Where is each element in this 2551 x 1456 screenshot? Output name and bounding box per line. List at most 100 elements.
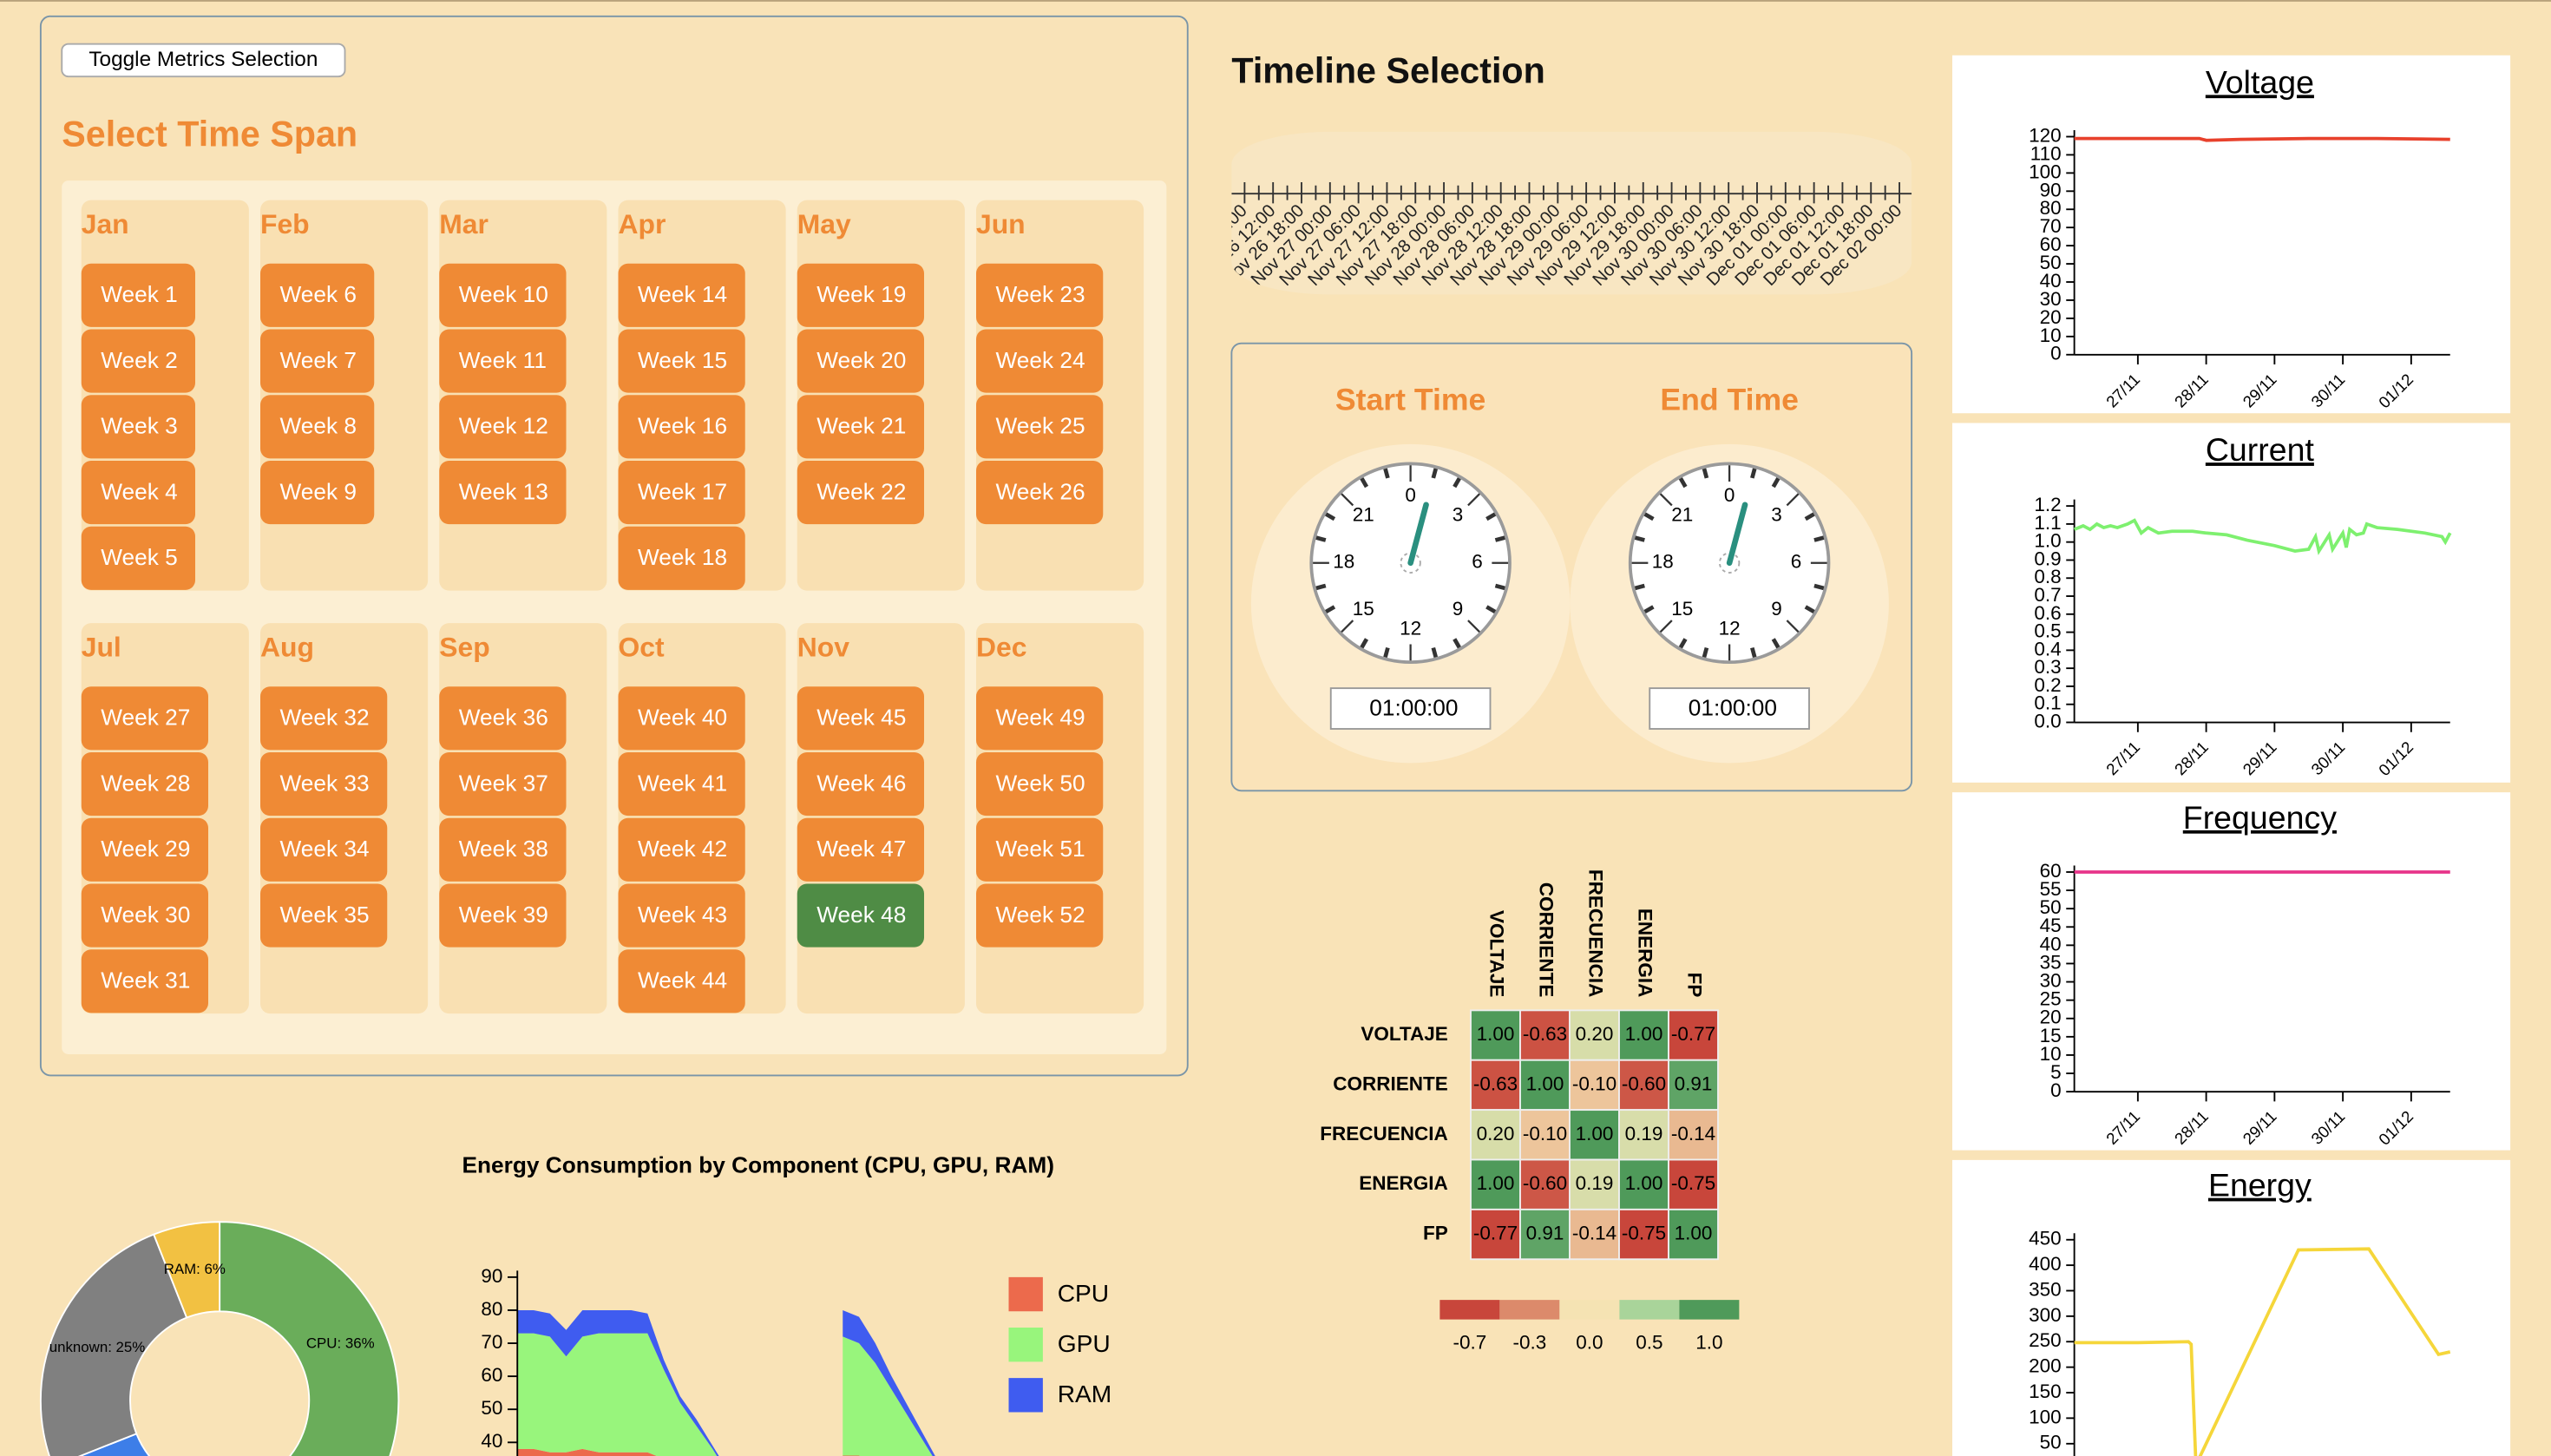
dial-tick	[1315, 535, 1327, 542]
week-button[interactable]: Week 45	[797, 686, 924, 751]
clock-dial[interactable]: 0 3 6 9 12 15 18 21	[1309, 462, 1512, 664]
week-button-bg	[976, 395, 1104, 459]
week-button[interactable]: Week 51	[976, 817, 1104, 882]
week-button[interactable]: Week 20	[797, 329, 924, 393]
week-button-bg	[976, 461, 1104, 525]
time-input[interactable]: 01:00:00	[1649, 687, 1810, 730]
week-button[interactable]: Week 35	[260, 883, 388, 948]
week-button[interactable]: Week 40	[618, 686, 745, 751]
cell-label: -0.14	[1671, 1123, 1715, 1144]
cell-label: -0.75	[1622, 1223, 1666, 1244]
week-button[interactable]: Week 26	[976, 461, 1104, 525]
y-tick-label: 1.2	[2034, 494, 2061, 515]
heatmap-cell	[1668, 1059, 1719, 1112]
colorbar-label: 1.0	[1695, 1332, 1722, 1354]
week-button[interactable]: Week 11	[439, 329, 567, 393]
week-button[interactable]: Week 30	[81, 883, 208, 948]
y-tick-label: 100	[2029, 161, 2062, 182]
y-tick-label: 1.0	[2034, 530, 2061, 552]
week-label: Week 2	[101, 347, 178, 373]
week-button-bg	[976, 686, 1104, 751]
week-button[interactable]: Week 9	[260, 461, 375, 525]
week-button[interactable]: Week 44	[618, 949, 745, 1013]
week-button[interactable]: Week 49	[976, 686, 1104, 751]
y-tick-label: 20	[2040, 306, 2062, 328]
heatmap-cell	[1569, 1208, 1620, 1261]
week-button[interactable]: Week 5	[81, 526, 195, 590]
week-button[interactable]: Week 17	[618, 461, 745, 525]
week-button[interactable]: Week 7	[260, 329, 375, 393]
legend-item[interactable]: GPU	[1008, 1328, 1111, 1362]
dial-tick	[1786, 493, 1800, 507]
week-button[interactable]: Week 39	[439, 883, 567, 948]
y-tick-label: 200	[2029, 1355, 2062, 1377]
y-tick-label: 10	[2040, 1043, 2062, 1065]
week-button[interactable]: Week 50	[976, 752, 1104, 817]
week-button[interactable]: Week 31	[81, 949, 208, 1013]
heatmap-cell	[1668, 1158, 1719, 1210]
week-button[interactable]: Week 8	[260, 395, 375, 459]
week-button[interactable]: Week 16	[618, 395, 745, 459]
week-button[interactable]: Week 43	[618, 883, 745, 948]
week-button[interactable]: Week 19	[797, 263, 924, 327]
week-button[interactable]: Week 18	[618, 526, 745, 590]
week-button-bg	[797, 461, 924, 525]
week-button[interactable]: Week 25	[976, 395, 1104, 459]
toggle-button-bg	[61, 43, 346, 78]
week-button[interactable]: Week 14	[618, 263, 745, 327]
y-tick-label: 100	[2029, 1406, 2062, 1427]
week-button[interactable]: Week 6	[260, 263, 375, 327]
week-button[interactable]: Week 2	[81, 329, 195, 393]
week-button-bg	[260, 329, 375, 393]
chart-title: Energy	[2208, 1167, 2312, 1203]
week-button-bg	[618, 949, 745, 1013]
week-button[interactable]: Week 15	[618, 329, 745, 393]
week-button[interactable]: Week 34	[260, 817, 388, 882]
cell-label: -0.75	[1671, 1172, 1715, 1194]
week-button[interactable]: Week 4	[81, 461, 195, 525]
week-button[interactable]: Week 24	[976, 329, 1104, 393]
week-button[interactable]: Week 47	[797, 817, 924, 882]
legend-swatch	[1008, 1378, 1043, 1413]
week-button[interactable]: Week 1	[81, 263, 195, 327]
week-button[interactable]: Week 10	[439, 263, 567, 327]
week-button[interactable]: Week 46	[797, 752, 924, 817]
week-button[interactable]: Week 21	[797, 395, 924, 459]
week-button[interactable]: Week 41	[618, 752, 745, 817]
week-button[interactable]: Week 27	[81, 686, 208, 751]
week-button[interactable]: Week 38	[439, 817, 567, 882]
dial-tick	[1325, 512, 1336, 521]
week-button[interactable]: Week 33	[260, 752, 388, 817]
week-button[interactable]: Week 12	[439, 395, 567, 459]
week-button[interactable]: Week 22	[797, 461, 924, 525]
week-button[interactable]: Week 3	[81, 395, 195, 459]
week-label: Week 12	[459, 413, 548, 439]
dial-number: 3	[1771, 503, 1782, 525]
colorbar-segment	[1619, 1300, 1680, 1320]
toggle-button[interactable]: Toggle Metrics Selection	[61, 43, 346, 78]
week-button[interactable]: Week 13	[439, 461, 567, 525]
cell-label: 1.00	[1477, 1023, 1515, 1045]
week-label: Week 40	[638, 705, 727, 731]
week-button[interactable]: Week 29	[81, 817, 208, 882]
week-button[interactable]: Week 48	[797, 883, 924, 948]
heatmap-cell	[1470, 1059, 1521, 1112]
cell-label: 0.91	[1526, 1223, 1564, 1244]
week-button[interactable]: Week 37	[439, 752, 567, 817]
week-button[interactable]: Week 23	[976, 263, 1104, 327]
week-button[interactable]: Week 36	[439, 686, 567, 751]
timeline-track[interactable]	[1231, 131, 1912, 295]
y-tick-label: 0	[2050, 1079, 2062, 1101]
week-button[interactable]: Week 32	[260, 686, 388, 751]
week-button[interactable]: Week 28	[81, 752, 208, 817]
y-tick-label: 40	[2040, 270, 2062, 292]
week-button[interactable]: Week 52	[976, 883, 1104, 948]
column-label: CORRIENTE	[1536, 882, 1557, 998]
week-label: Week 38	[459, 836, 548, 862]
clock-dial[interactable]: 0 3 6 9 12 15 18 21	[1628, 462, 1831, 664]
month-name: Jun	[976, 208, 1026, 239]
week-button[interactable]: Week 42	[618, 817, 745, 882]
time-input[interactable]: 01:00:00	[1329, 687, 1492, 730]
legend-item[interactable]: RAM	[1008, 1378, 1112, 1413]
legend-item[interactable]: CPU	[1008, 1276, 1110, 1312]
